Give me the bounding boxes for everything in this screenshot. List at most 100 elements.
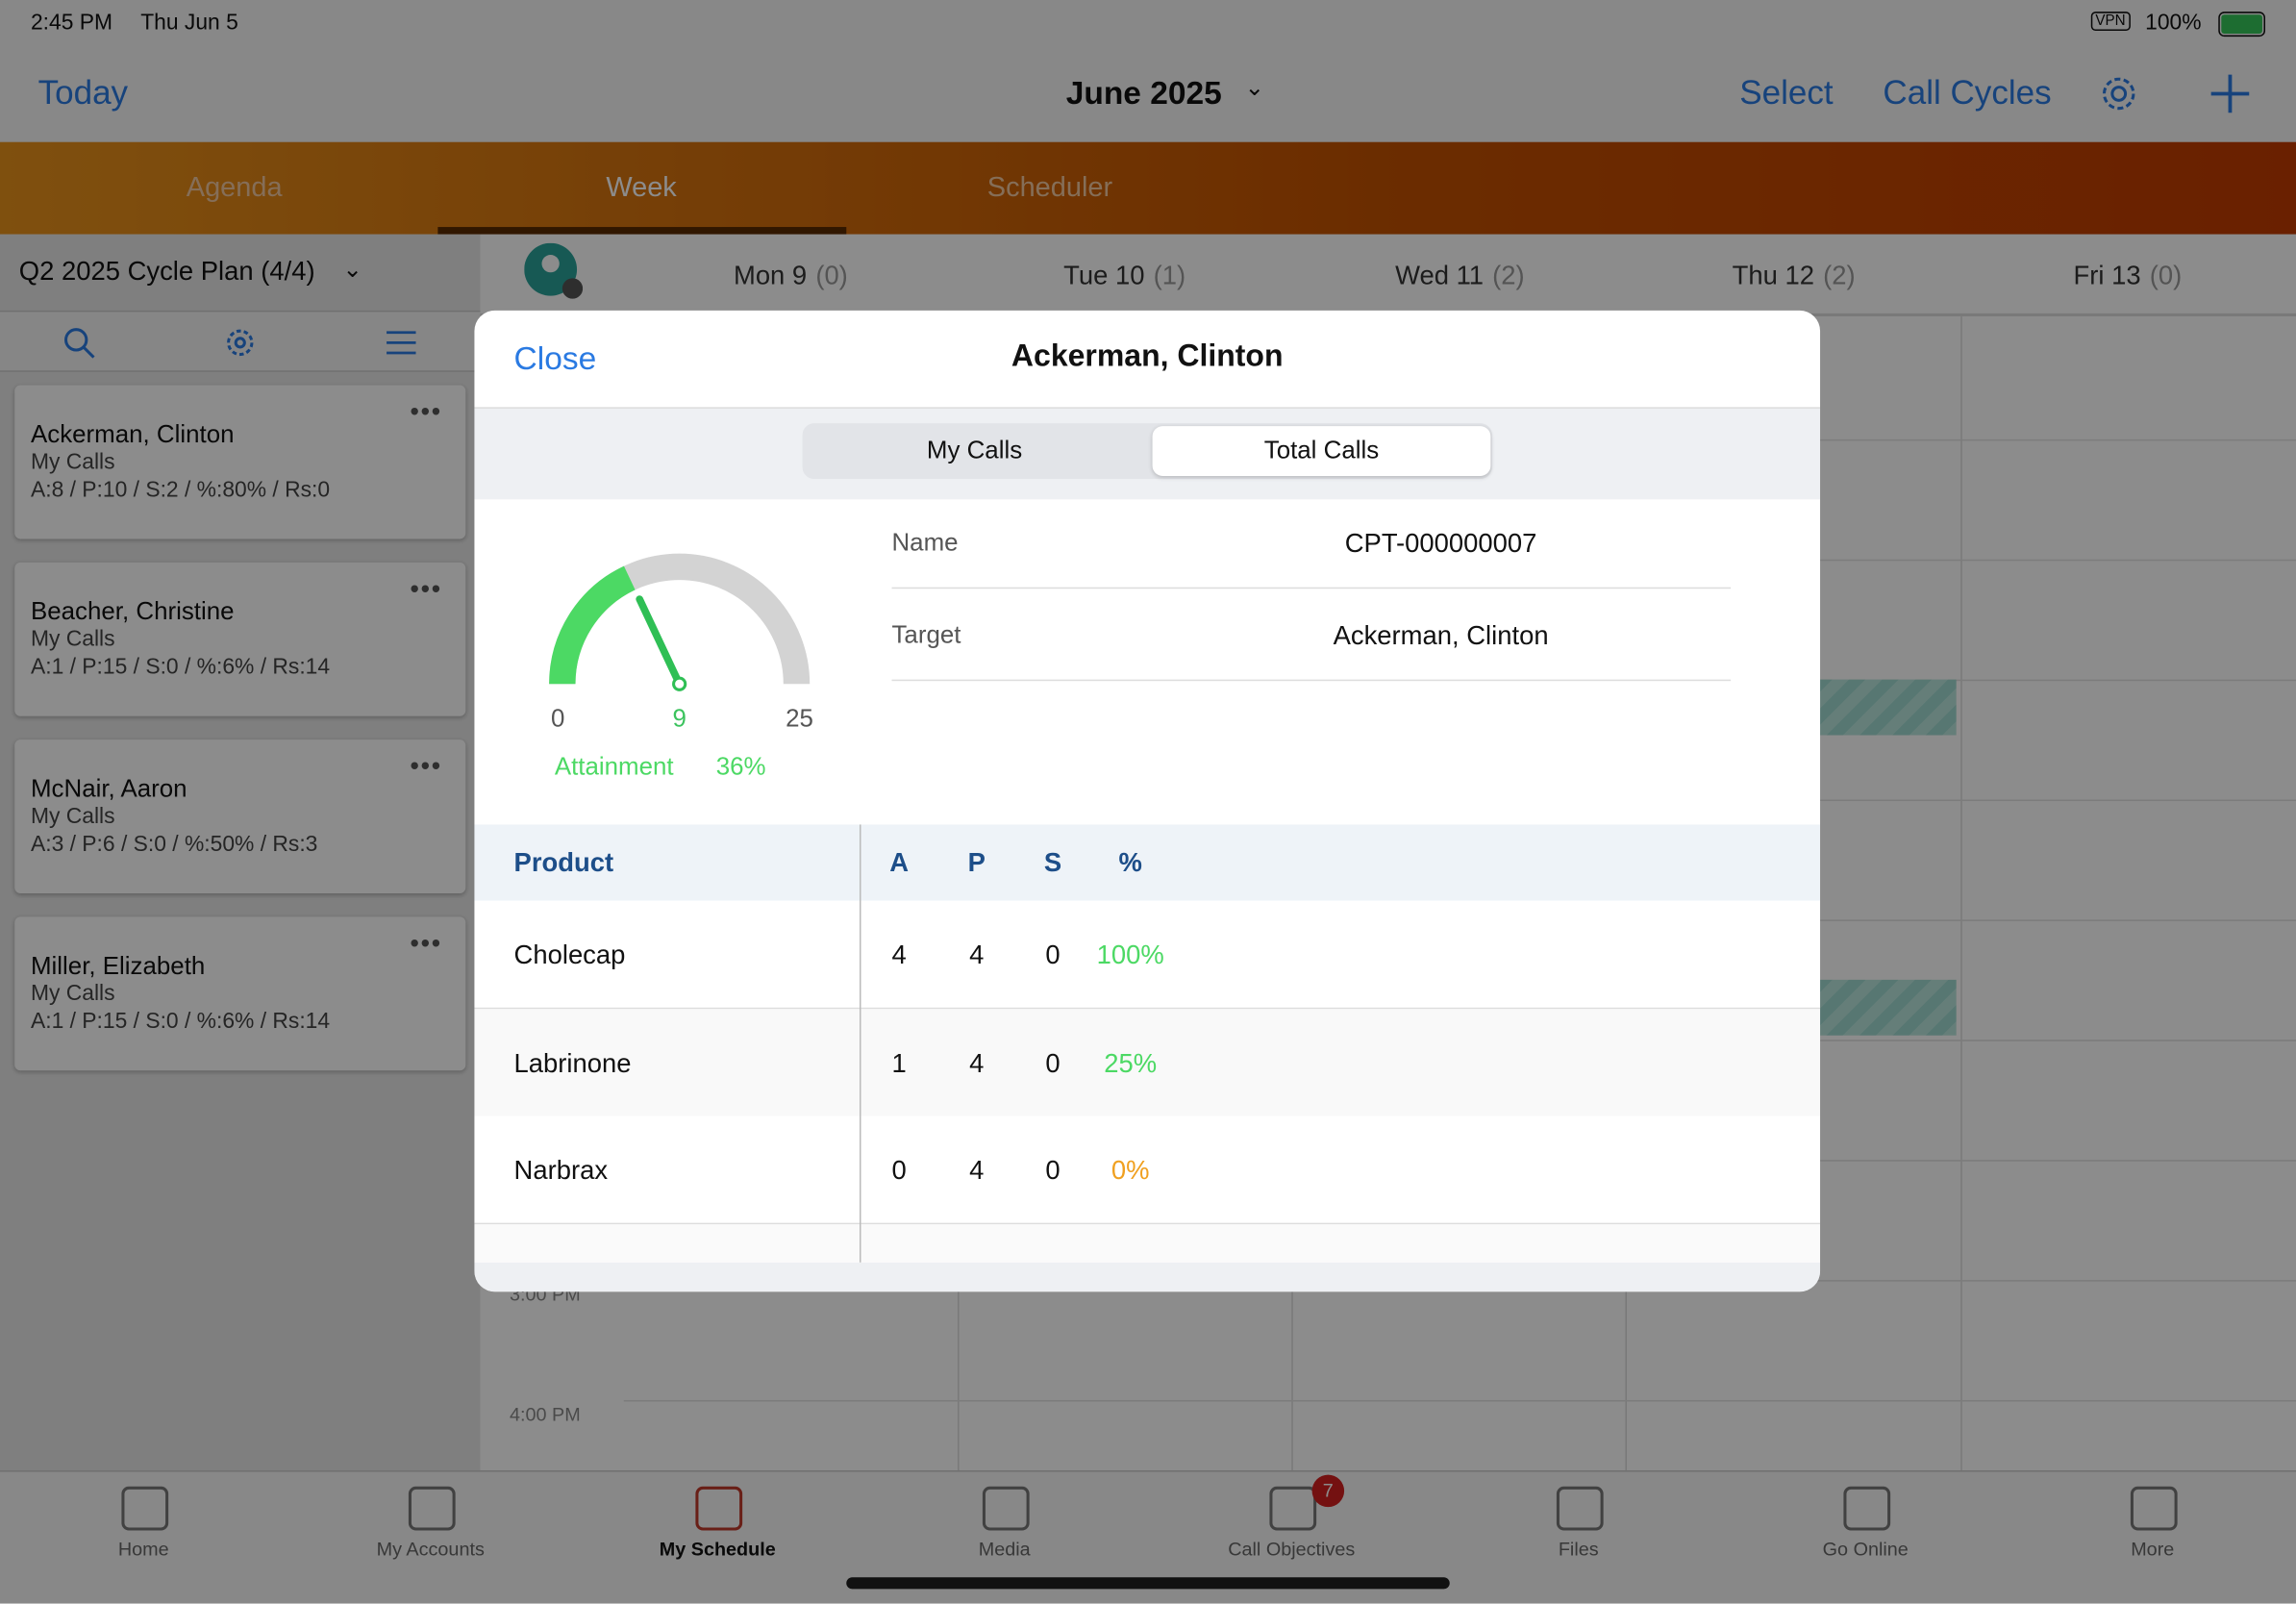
account-card[interactable]: McNair, Aaron My Calls A:3 / P:6 / S:0 / %… (14, 739, 466, 894)
account-name: Miller, Elizabeth (30, 951, 206, 980)
filter-icon[interactable] (384, 325, 419, 361)
account-stats: A:8 / P:10 / S:2 / %:80% / Rs:0 (30, 477, 331, 503)
account-subtitle: My Calls (30, 804, 115, 829)
account-card[interactable]: Ackerman, Clinton My Calls A:8 / P:10 / S:… (14, 385, 466, 539)
tab-icon[interactable] (982, 1486, 1030, 1531)
more-button[interactable]: ••• (410, 928, 442, 959)
field-value: CPT-000000007 (1344, 528, 1537, 559)
table-cell: 25% (1104, 1047, 1158, 1078)
table-row-bg (474, 1008, 1821, 1117)
day-header[interactable]: Wed 11 (2) (1299, 261, 1621, 291)
plan-selector[interactable]: Q2 2025 Cycle Plan (4/4) (18, 256, 315, 286)
nav-bg (0, 0, 2296, 142)
search-icon[interactable] (62, 325, 97, 361)
tab-label[interactable]: Home (117, 1538, 169, 1560)
event-block[interactable] (1815, 679, 1957, 736)
account-stats: A:3 / P:6 / S:0 / %:50% / Rs:3 (30, 832, 318, 857)
tab-icon[interactable] (2130, 1486, 2178, 1531)
tab[interactable]: Scheduler (986, 172, 1113, 204)
day-divider (1960, 315, 1962, 1471)
day-label: Fri 13 (2073, 261, 2141, 290)
account-card[interactable]: Miller, Elizabeth My Calls A:1 / P:15 / S:… (14, 916, 466, 1071)
tab-underline (437, 227, 847, 235)
tab-icon[interactable] (1269, 1486, 1317, 1531)
tab-icon[interactable] (408, 1486, 456, 1531)
nav-action[interactable]: Call Cycles (1883, 73, 2052, 112)
day-header[interactable]: Tue 10 (1) (963, 261, 1285, 291)
tab[interactable]: Agenda (186, 172, 283, 204)
time-label: 4:00 PM (509, 1402, 581, 1425)
gauge-hub (672, 676, 687, 691)
tab-icon[interactable] (121, 1486, 169, 1531)
segmented-control: My Calls Total Calls (802, 423, 1492, 480)
settings-icon[interactable] (222, 325, 258, 361)
home-indicator (846, 1577, 1450, 1590)
gauge-needle (636, 595, 684, 689)
segment[interactable]: Total Calls (1152, 426, 1491, 476)
settings-icon[interactable] (2097, 72, 2141, 116)
modal-title: Ackerman, Clinton (1011, 339, 1284, 374)
table-cell: 0% (1111, 1155, 1150, 1186)
tab-label[interactable]: Media (978, 1538, 1031, 1560)
segment[interactable]: My Calls (926, 436, 1023, 464)
day-count: (0) (2149, 261, 2183, 290)
day-label: Wed 11 (1395, 261, 1485, 290)
more-button[interactable]: ••• (410, 574, 442, 604)
battery: 100% (2145, 10, 2202, 36)
table-cell: 100% (1096, 940, 1164, 970)
nav-action[interactable]: Select (1739, 73, 1834, 112)
gauge-value: 9 (672, 705, 686, 732)
tab-label[interactable]: My Accounts (376, 1538, 485, 1560)
sidebar-tools (0, 310, 481, 372)
tab-icon[interactable] (1843, 1486, 1891, 1531)
table-footer (474, 1262, 1821, 1292)
add-icon[interactable] (2209, 72, 2253, 116)
today-button[interactable]: Today (37, 73, 129, 112)
day-label: Tue 10 (1063, 261, 1145, 290)
badge: 7 (1311, 1474, 1345, 1508)
more-button[interactable]: ••• (410, 396, 442, 427)
table-header: % (1118, 847, 1142, 878)
hour-line (623, 1399, 2296, 1402)
table-cell: 0 (891, 1155, 907, 1186)
table-cell: 0 (1045, 1047, 1061, 1078)
tab-icon[interactable] (1556, 1486, 1604, 1531)
tab-label[interactable]: My Schedule (659, 1538, 776, 1560)
table-header-bg (474, 824, 1821, 901)
tab-label[interactable]: Files (1558, 1538, 1599, 1560)
tab-strip: Agenda Week Scheduler (0, 141, 2296, 235)
table-cell: 0 (1045, 1155, 1061, 1186)
table-row-bg (474, 900, 1821, 1010)
product-table: Product A P S% Cholecap 4 4 0 100% Labrinone 1 4 0 25… (474, 824, 1821, 1292)
field-label: Target (891, 620, 961, 649)
tab-icon[interactable] (695, 1486, 743, 1531)
chevron: ⌄ (342, 258, 362, 283)
event-block[interactable] (1815, 979, 1957, 1036)
account-card[interactable]: Beacher, Christine My Calls A:1 / P:15 / S… (14, 562, 466, 716)
field-label: Name (891, 528, 959, 557)
account-name: Ackerman, Clinton (30, 420, 235, 449)
table-header: Product (513, 847, 614, 878)
tab-label[interactable]: Call Objectives (1228, 1538, 1356, 1560)
month-title[interactable]: June 2025 (1065, 74, 1222, 112)
more-button[interactable]: ••• (410, 751, 442, 781)
tab-bar: Home My Accounts My Schedule Media Call Obje… (0, 1470, 2296, 1604)
day-header[interactable]: Fri 13 (0) (1966, 261, 2288, 291)
table-cell: Narbrax (513, 1155, 609, 1186)
tab-label[interactable]: Go Online (1822, 1538, 1909, 1560)
close-button[interactable]: Close (513, 339, 597, 377)
account-subtitle: My Calls (30, 981, 115, 1007)
nav-actions: Select Call Cycles (1739, 73, 2101, 113)
account-name: McNair, Aaron (30, 774, 187, 803)
table-cell: 4 (969, 1047, 985, 1078)
day-header[interactable]: Thu 12 (2) (1633, 261, 1955, 291)
day-header[interactable]: Mon 9 (0) (630, 261, 952, 291)
tab[interactable]: Week (606, 172, 677, 204)
field-divider (891, 679, 1732, 682)
gauge-fill (549, 565, 636, 685)
tab-label[interactable]: More (2131, 1538, 2175, 1560)
column-divider (859, 824, 861, 1263)
day-count: (0) (815, 261, 848, 290)
